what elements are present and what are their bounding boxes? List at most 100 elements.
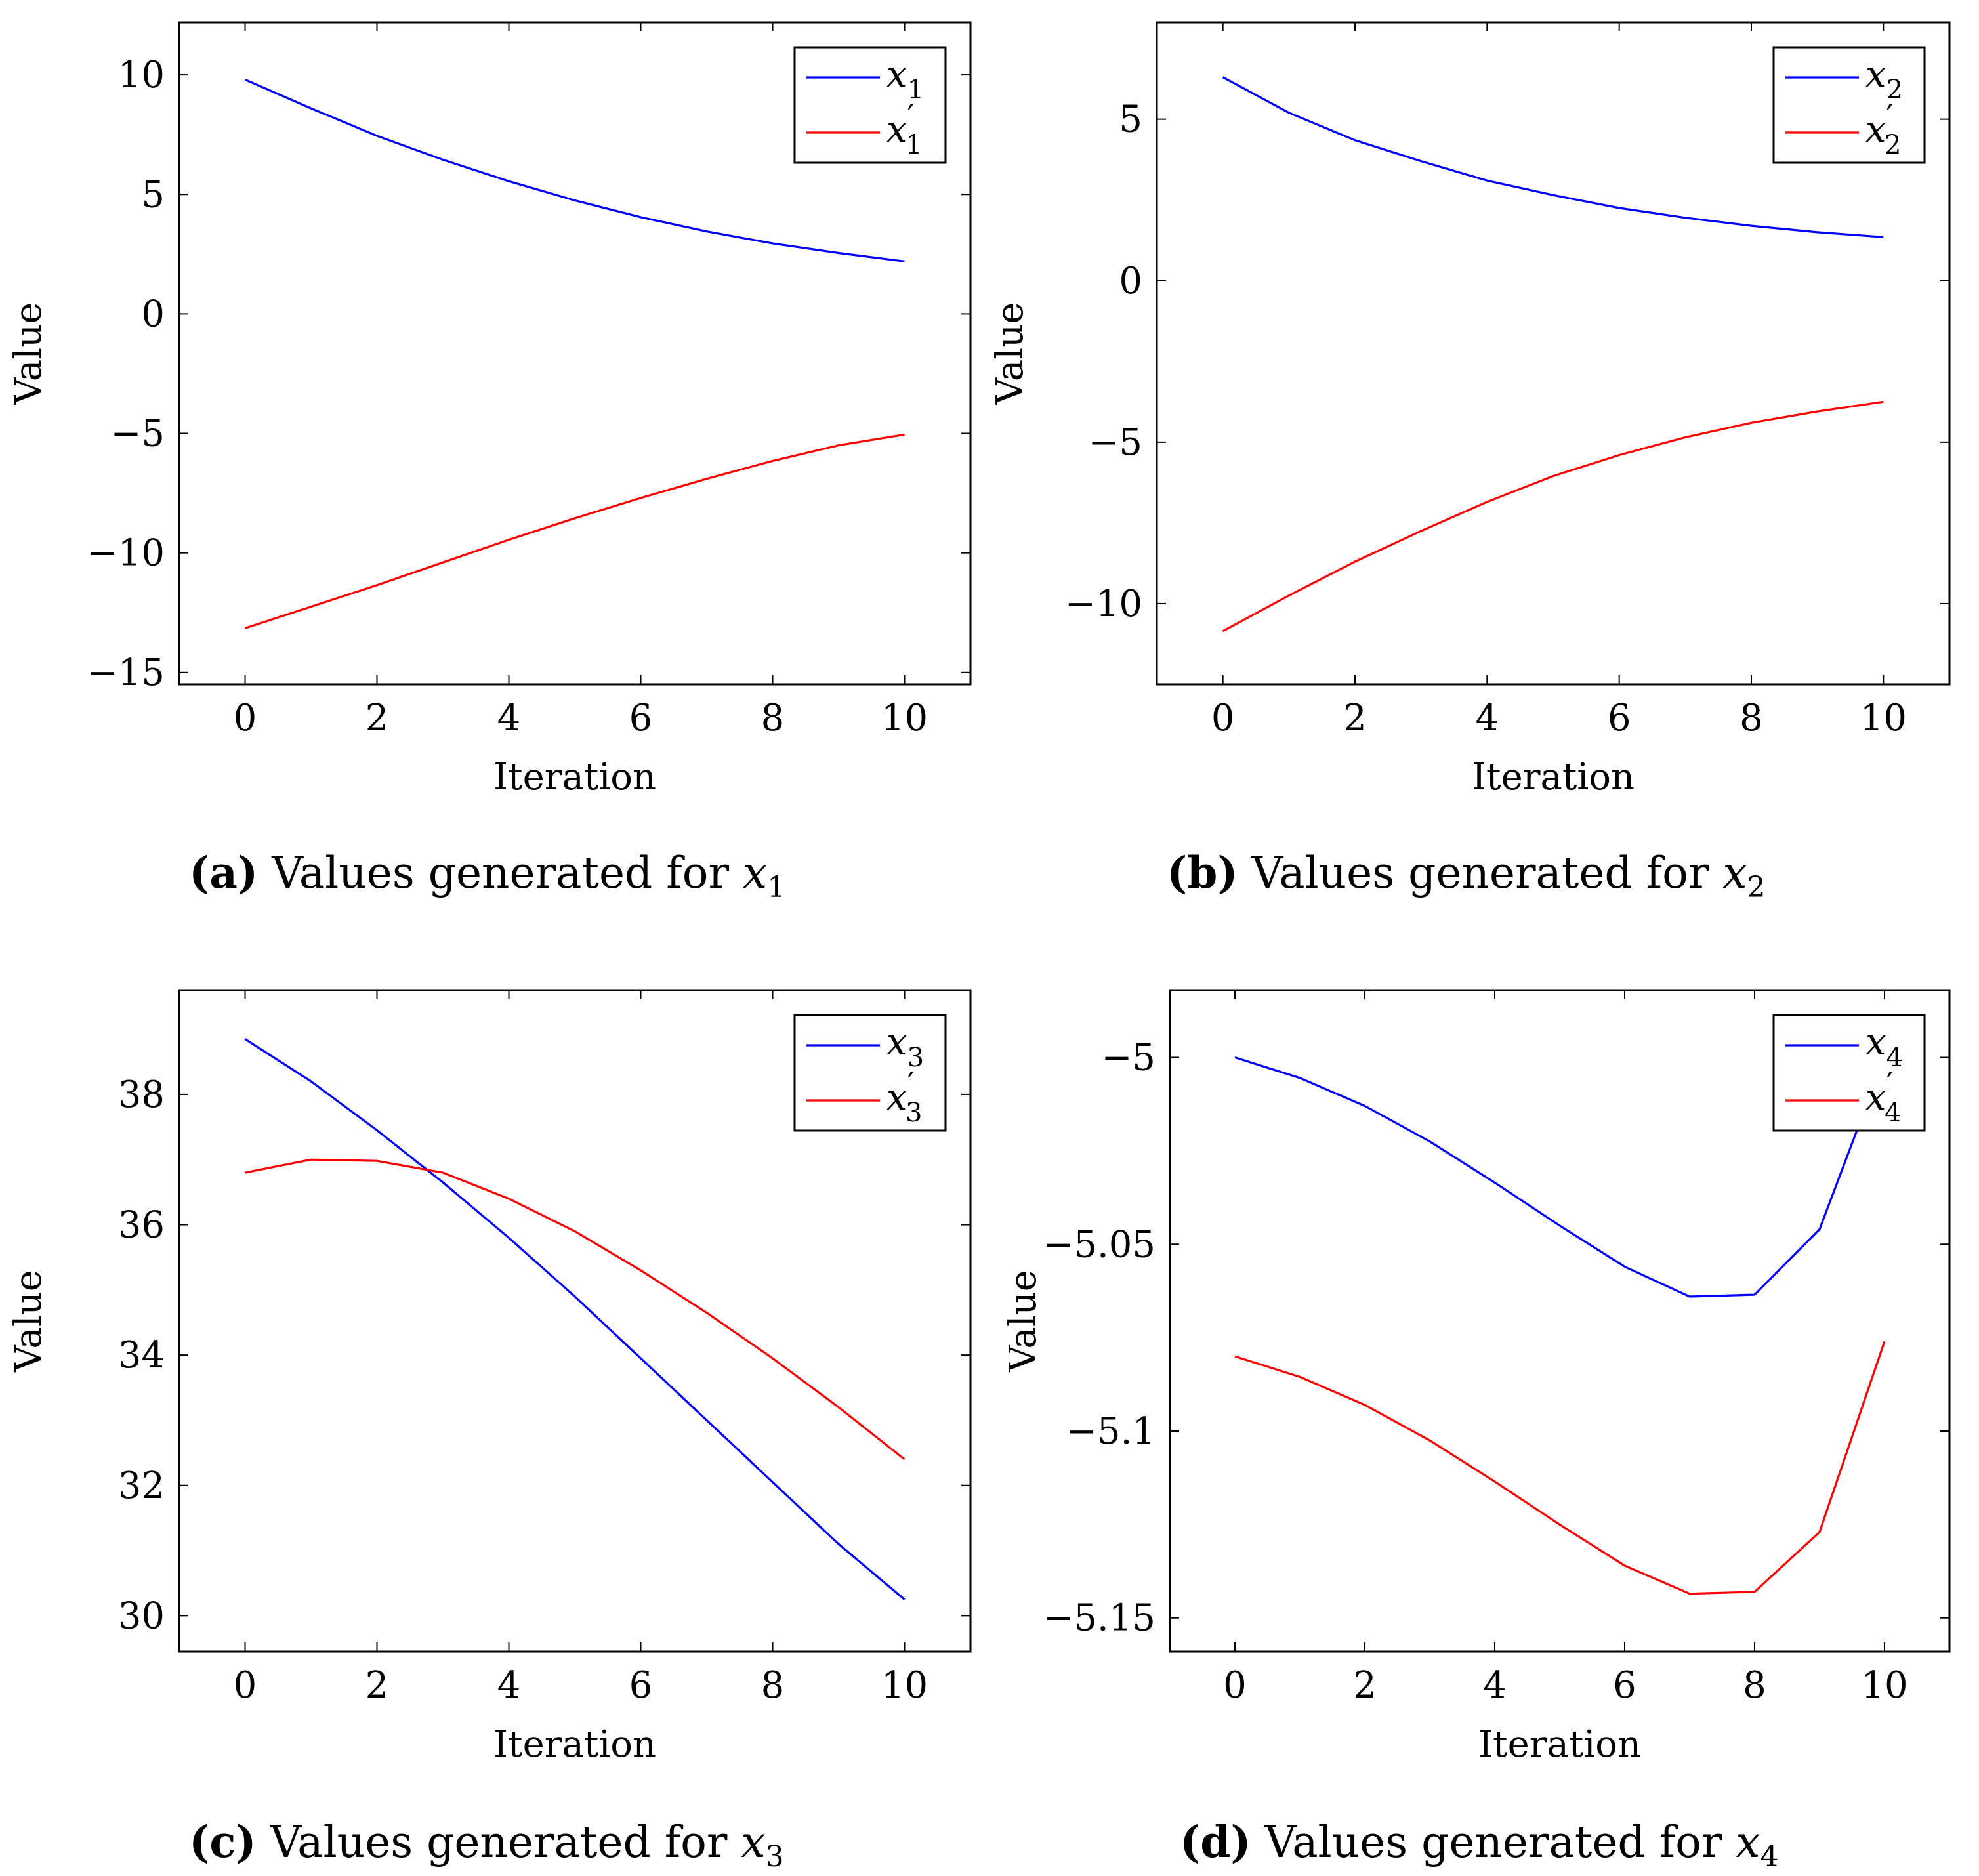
y-tick-label: 34: [118, 1334, 165, 1377]
y-tick-label: −15: [87, 652, 165, 694]
caption-b: (b) Values generated for x2: [1167, 843, 1766, 902]
caption-a-sub: 1: [767, 871, 786, 904]
x-tick-label: 2: [365, 697, 389, 740]
y-tick-label: 36: [118, 1204, 165, 1247]
series-line-b-x: [1222, 76, 1884, 238]
series-line-c-x: [244, 1038, 906, 1600]
y-tick-label: −5: [1088, 421, 1142, 464]
x-tick-label: 8: [761, 697, 785, 740]
y-tick-label: −10: [87, 532, 165, 575]
caption-c-sub: 3: [765, 1840, 784, 1873]
x-tick-label: 4: [497, 697, 521, 740]
chart-d: 0 2 4 6 8 10 −5 −5.05 −5.1 −5.15 Iteration Value x4x…: [1002, 989, 1951, 1766]
caption-a: (a) Values generated for x1: [189, 843, 785, 902]
series-line-a-x-prime: [245, 433, 905, 629]
caption-c-label: (c): [189, 1816, 257, 1867]
caption-b-label: (b): [1167, 847, 1238, 898]
chart-a: 0 2 4 6 8 10 10 5 0 −5 −10 −15 Iteration Value x1x′ 1: [7, 21, 972, 799]
y-tick-label: −5.1: [1066, 1410, 1156, 1453]
legend-label: x′ 1: [886, 97, 922, 160]
x-tick-label: 0: [1211, 697, 1235, 740]
y-axis-label: Value: [7, 1270, 50, 1373]
x-axis-label: Iteration: [1472, 756, 1635, 799]
x-tick-label: 0: [234, 1664, 257, 1707]
x-tick-label: 0: [234, 697, 257, 740]
legend-b: x2x′ 2: [1772, 46, 1926, 164]
y-tick-label: 38: [118, 1073, 165, 1116]
legend-box: [793, 46, 947, 164]
x-tick-label: 10: [881, 697, 928, 740]
caption-d-label: (d): [1180, 1816, 1251, 1867]
caption-c-text: Values generated for: [270, 1817, 728, 1867]
caption-d-var: x: [1736, 1817, 1760, 1867]
y-tick-label: −5: [110, 413, 165, 455]
caption-d: (d) Values generated for x4: [1180, 1812, 1779, 1871]
legend-label: x2: [1865, 53, 1903, 105]
caption-d-sub: 4: [1760, 1840, 1779, 1873]
x-tick-label: 10: [881, 1664, 928, 1707]
caption-b-text: Values generated for: [1251, 848, 1709, 898]
y-tick-label: 5: [141, 173, 165, 216]
legend-c: x3x′ 3: [793, 1014, 947, 1132]
legend-label: x′ 2: [1865, 97, 1901, 160]
x-tick-label: 8: [1743, 1664, 1766, 1707]
caption-d-text: Values generated for: [1264, 1817, 1722, 1867]
caption-c-var: x: [741, 1817, 766, 1867]
legend-label: x3: [886, 1021, 924, 1073]
legend-label: x1: [886, 53, 924, 105]
x-axis-label: Iteration: [493, 1723, 656, 1766]
series-line-b-x-prime: [1222, 400, 1884, 633]
y-tick-label: −10: [1065, 583, 1142, 625]
plot-frame-d: [1169, 989, 1951, 1653]
x-axis-label: Iteration: [493, 756, 656, 799]
y-tick-label: 10: [118, 54, 165, 96]
x-tick-label: 6: [1608, 697, 1631, 740]
caption-b-var: x: [1722, 848, 1747, 898]
series-line-d-x-prime: [1234, 1341, 1886, 1595]
y-axis-label: Value: [1002, 1270, 1045, 1373]
legend-label: x′ 3: [886, 1065, 922, 1128]
x-tick-label: 2: [1353, 1664, 1377, 1707]
series-line-a-x: [244, 78, 905, 262]
series-line-d-x: [1234, 1056, 1886, 1298]
chart-c: 0 2 4 6 8 10 38 36 34 32 30 Iteration Value x3x′ 3: [7, 989, 972, 1766]
x-axis-label: Iteration: [1478, 1723, 1641, 1766]
y-tick-label: −5: [1101, 1037, 1156, 1079]
x-tick-label: 4: [1483, 1664, 1507, 1707]
y-tick-label: 32: [118, 1465, 165, 1507]
caption-c: (c) Values generated for x3: [189, 1812, 784, 1871]
y-tick-label: −5.05: [1043, 1223, 1156, 1266]
x-tick-label: 6: [629, 1664, 653, 1707]
y-axis-label: Value: [989, 302, 1031, 406]
x-tick-label: 8: [1739, 697, 1763, 740]
caption-a-text: Values generated for: [272, 848, 729, 898]
x-tick-label: 2: [1343, 697, 1367, 740]
y-tick-label: −5.15: [1043, 1597, 1156, 1640]
y-tick-label: 5: [1119, 98, 1142, 141]
y-tick-label: 30: [118, 1595, 165, 1637]
legend-box: [1772, 46, 1926, 164]
x-tick-label: 2: [365, 1664, 389, 1707]
x-tick-label: 10: [1861, 1664, 1907, 1707]
plot-frame-c: [178, 989, 972, 1653]
caption-a-label: (a): [189, 847, 259, 898]
x-tick-label: 6: [1613, 1664, 1636, 1707]
y-tick-label: 0: [141, 293, 165, 335]
legend-box: [1772, 1014, 1926, 1132]
x-tick-label: 4: [1476, 697, 1499, 740]
legend-box: [793, 1014, 947, 1132]
chart-b: 0 2 4 6 8 10 5 0 −5 −10 Iteration Value x2x′ 2: [989, 21, 1951, 799]
y-tick-label: 0: [1119, 260, 1142, 302]
plot-frame-b: [1156, 21, 1951, 686]
x-tick-label: 6: [629, 697, 653, 740]
legend-label: x4: [1865, 1021, 1903, 1073]
x-tick-label: 10: [1860, 697, 1907, 740]
x-tick-label: 4: [497, 1664, 521, 1707]
y-axis-label: Value: [7, 302, 50, 406]
caption-b-sub: 2: [1747, 871, 1766, 904]
legend-d: x4x′ 4: [1772, 1014, 1926, 1132]
x-tick-label: 8: [761, 1664, 785, 1707]
plot-frame-a: [178, 21, 972, 686]
series-line-c-x-prime: [245, 1158, 906, 1461]
